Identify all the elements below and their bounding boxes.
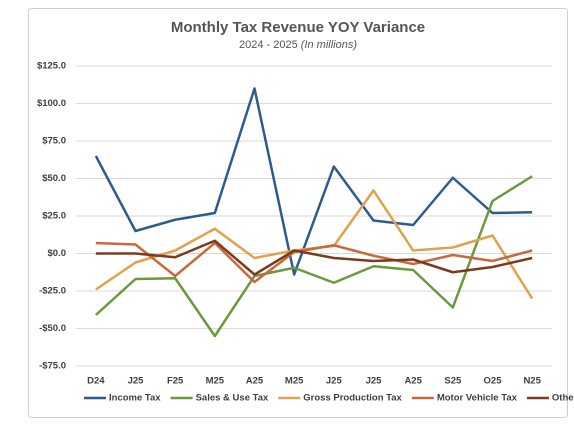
x-tick-label: J25: [366, 376, 383, 387]
legend-label: Income Tax: [109, 393, 161, 404]
chart-subtitle: 2024 - 2025 (In millions): [239, 39, 357, 51]
y-tick-label: -$25.0: [39, 286, 66, 297]
y-tick-label: $0.0: [48, 248, 67, 259]
series-line: [94, 87, 533, 276]
series-line: [95, 241, 533, 284]
y-tick-label: -$75.0: [39, 361, 66, 372]
series-line: [94, 175, 533, 338]
x-tick-label: F25: [167, 376, 184, 387]
x-tick-label: N25: [523, 376, 541, 387]
legend-label: Motor Vehicle Tax: [437, 393, 518, 404]
chart-frame: [28, 8, 568, 418]
y-tick-label: $100.0: [37, 98, 66, 109]
legend: Income Tax Sales & Use Tax Gross Productio…: [84, 393, 574, 404]
y-tick-label: $25.0: [42, 211, 66, 222]
y-tick-label: $75.0: [42, 136, 66, 147]
legend-label: Gross Production Tax: [303, 393, 402, 404]
chart-title: Monthly Tax Revenue YOY Variance: [171, 19, 425, 36]
x-tick-label: J25: [326, 376, 343, 387]
y-tick-label: $125.0: [37, 61, 66, 72]
x-tick-label: A25: [404, 376, 422, 387]
y-tick-label: -$50.0: [39, 323, 66, 334]
subtitle-text: 2024 - 2025: [239, 39, 298, 51]
subtitle-note: (In millions): [301, 39, 358, 51]
x-tick-label: M25: [206, 376, 225, 387]
x-tick-label: M25: [285, 376, 304, 387]
lines: [94, 87, 534, 338]
x-tick-label: A25: [246, 376, 264, 387]
legend-label: Sales & Use Tax: [196, 393, 269, 404]
x-tick-label: J25: [128, 376, 145, 387]
x-tick-label: O25: [484, 376, 503, 387]
x-tick-label: D24: [87, 376, 105, 387]
x-tick-label: S25: [444, 376, 462, 387]
series-line: [95, 239, 533, 276]
legend-label: Other: [552, 393, 574, 404]
y-tick-label: $50.0: [42, 173, 66, 184]
